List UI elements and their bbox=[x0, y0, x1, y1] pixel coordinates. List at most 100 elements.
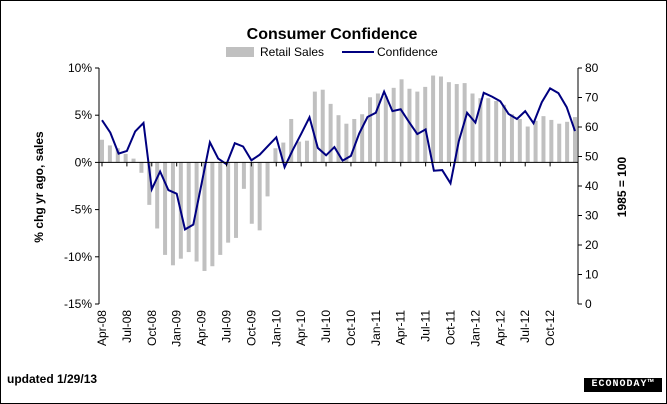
retail-sales-bar bbox=[541, 116, 546, 163]
legend-swatch-retail-sales bbox=[226, 47, 254, 57]
retail-sales-bar bbox=[360, 114, 365, 163]
y-right-tick-label: 20 bbox=[585, 238, 599, 252]
retail-sales-bar bbox=[281, 142, 286, 163]
retail-sales-bar bbox=[304, 140, 309, 163]
retail-sales-bar bbox=[533, 120, 538, 163]
retail-sales-bar bbox=[312, 91, 317, 163]
retail-sales-bar bbox=[549, 119, 554, 163]
retail-sales-bar bbox=[344, 123, 349, 163]
retail-sales-bar bbox=[557, 123, 562, 163]
x-tick-label: Oct-08 bbox=[145, 310, 159, 346]
x-tick-label: Apr-10 bbox=[294, 310, 308, 346]
retail-sales-bar bbox=[226, 162, 231, 243]
retail-sales-bar bbox=[202, 162, 207, 271]
x-tick-label: Apr-11 bbox=[394, 310, 408, 345]
retail-sales-bar bbox=[399, 79, 404, 163]
retail-sales-bar bbox=[115, 148, 120, 163]
retail-sales-bar bbox=[147, 162, 152, 205]
y-left-tick-label: -15% bbox=[64, 297, 92, 311]
y-left-tick-label: -10% bbox=[64, 250, 92, 264]
y-right-tick-label: 10 bbox=[585, 268, 599, 282]
retail-sales-bar bbox=[415, 91, 420, 163]
retail-sales-bar bbox=[352, 118, 357, 163]
retail-sales-bars bbox=[100, 75, 577, 271]
retail-sales-bar bbox=[123, 153, 128, 163]
retail-sales-bar bbox=[131, 158, 136, 163]
chart-ticks: -15% -10% -5% 0% 5% 10% 0 10 20 30 40 50 60 70 80 Apr-0… bbox=[64, 61, 599, 347]
retail-sales-bar bbox=[170, 162, 175, 266]
retail-sales-bar bbox=[525, 126, 530, 163]
retail-sales-bar bbox=[502, 104, 507, 163]
x-tick-label: Apr-08 bbox=[95, 310, 109, 346]
retail-sales-bar bbox=[407, 88, 412, 163]
x-tick-label: Oct-10 bbox=[344, 310, 358, 346]
retail-sales-bar bbox=[478, 98, 483, 163]
y-right-tick-label: 50 bbox=[585, 150, 599, 164]
x-tick-label: Jul-09 bbox=[220, 310, 234, 343]
y-left-tick-label: 0% bbox=[75, 155, 93, 169]
retail-sales-bar bbox=[163, 162, 168, 255]
retail-sales-bar bbox=[297, 141, 302, 163]
y-right-axis-label: 1985 = 100 bbox=[615, 156, 629, 217]
retail-sales-bar bbox=[155, 162, 160, 229]
retail-sales-bar bbox=[234, 162, 239, 238]
y-right-tick-label: 30 bbox=[585, 209, 599, 223]
retail-sales-bar bbox=[438, 76, 443, 163]
x-tick-label: Jan-10 bbox=[269, 310, 283, 347]
x-tick-label: Apr-09 bbox=[195, 310, 209, 346]
y-right-tick-label: 40 bbox=[585, 179, 599, 193]
chart-legend: Retail Sales Confidence bbox=[226, 45, 438, 59]
chart-title: Consumer Confidence bbox=[247, 26, 418, 43]
econoday-logo: ECONODAY™ bbox=[584, 378, 662, 392]
y-left-tick-label: -5% bbox=[71, 203, 93, 217]
retail-sales-bar bbox=[107, 145, 112, 163]
x-tick-label: Apr-12 bbox=[493, 310, 507, 346]
y-left-tick-label: 10% bbox=[68, 61, 92, 75]
x-tick-label: Jul-11 bbox=[419, 310, 433, 342]
retail-sales-bar bbox=[273, 148, 278, 163]
retail-sales-bar bbox=[249, 162, 254, 224]
legend-label-retail-sales: Retail Sales bbox=[260, 45, 324, 59]
y-left-axis-label: % chg yr ago, sales bbox=[32, 131, 46, 243]
x-tick-label: Jan-12 bbox=[468, 310, 482, 347]
x-tick-label: Oct-12 bbox=[543, 310, 557, 346]
retail-sales-bar bbox=[391, 87, 396, 163]
y-right-tick-label: 70 bbox=[585, 91, 599, 105]
y-right-tick-label: 0 bbox=[585, 297, 592, 311]
retail-sales-bar bbox=[565, 121, 570, 163]
retail-sales-bar bbox=[470, 93, 475, 163]
retail-sales-bar bbox=[431, 75, 436, 163]
retail-sales-bar bbox=[336, 115, 341, 163]
retail-sales-bar bbox=[573, 117, 577, 163]
retail-sales-bar bbox=[494, 101, 499, 163]
x-tick-label: Jul-10 bbox=[319, 310, 333, 343]
retail-sales-bar bbox=[241, 162, 246, 189]
retail-sales-bar bbox=[265, 162, 270, 197]
x-tick-label: Oct-11 bbox=[444, 310, 458, 345]
x-tick-label: Jan-11 bbox=[369, 310, 383, 346]
updated-date: updated 1/29/13 bbox=[7, 372, 98, 386]
retail-sales-bar bbox=[328, 103, 333, 163]
retail-sales-bar bbox=[100, 139, 104, 163]
retail-sales-bar bbox=[139, 162, 144, 173]
chart-axes bbox=[98, 68, 579, 304]
x-tick-label: Jul-08 bbox=[120, 310, 134, 343]
retail-sales-bar bbox=[375, 93, 380, 163]
y-right-tick-label: 60 bbox=[585, 120, 599, 134]
retail-sales-bar bbox=[446, 82, 451, 163]
retail-sales-bar bbox=[383, 96, 388, 163]
retail-sales-bar bbox=[454, 84, 459, 163]
retail-sales-bar bbox=[423, 86, 428, 163]
retail-sales-bar bbox=[210, 162, 215, 267]
retail-sales-bar bbox=[517, 118, 522, 163]
retail-sales-bar bbox=[257, 162, 262, 231]
legend-label-confidence: Confidence bbox=[377, 45, 438, 59]
x-tick-label: Jan-09 bbox=[170, 310, 184, 347]
retail-sales-bar bbox=[368, 97, 373, 163]
y-right-tick-label: 80 bbox=[585, 61, 599, 75]
retail-sales-bar bbox=[218, 162, 223, 255]
retail-sales-bar bbox=[186, 162, 191, 253]
y-left-tick-label: 5% bbox=[75, 108, 93, 122]
